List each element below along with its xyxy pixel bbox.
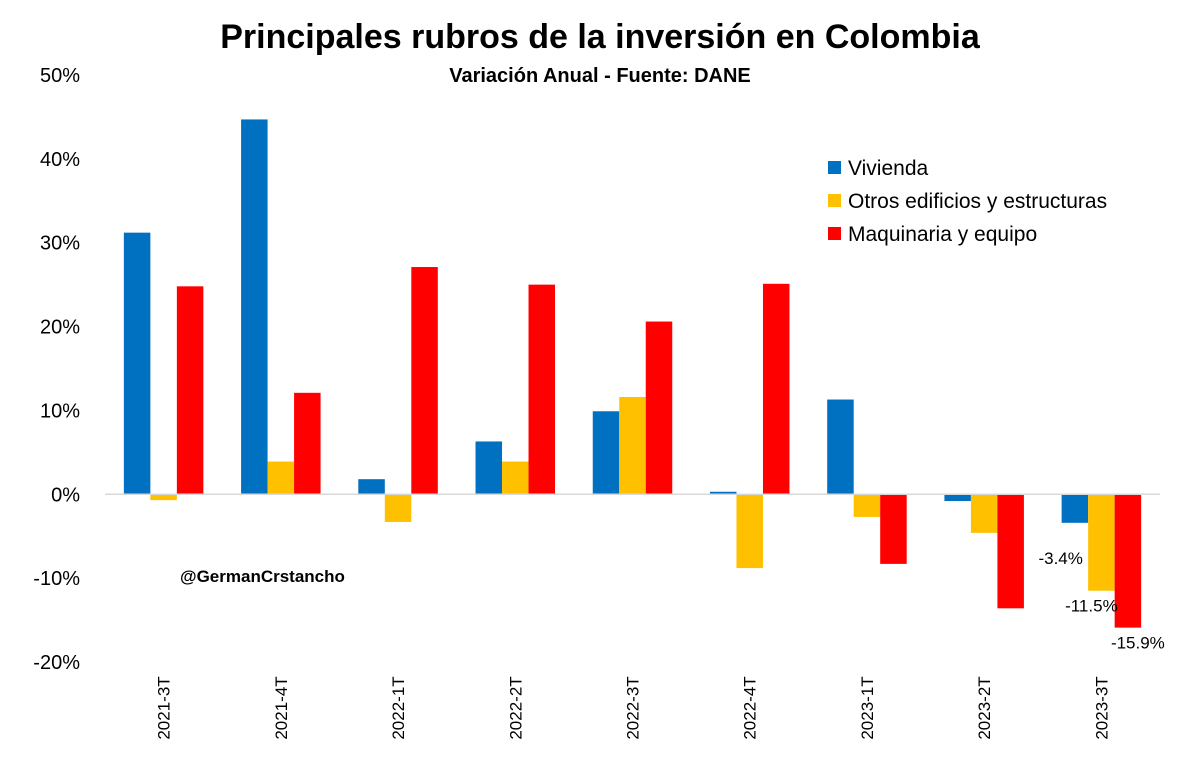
bar-2-2023-3T (1088, 494, 1115, 591)
bar-3-2021-4T (294, 392, 321, 495)
x-axis: 2021-3T 2021-4T 2022-1T 2022-2T 2022-3T 2022-… (155, 676, 1112, 739)
bar-1-2023-3T (1061, 494, 1089, 523)
legend-swatch (828, 161, 841, 174)
y-tick-label: 40% (40, 149, 80, 171)
x-tick-label: 2022-2T (506, 676, 525, 739)
x-tick-label: 2021-3T (155, 676, 174, 739)
y-tick-label: 10% (40, 400, 80, 422)
x-tick-label: 2022-4T (741, 676, 760, 739)
y-tick-label: -10% (33, 568, 80, 590)
bar-2-2023-2T (970, 494, 998, 533)
bar-1-2022-1T (358, 479, 385, 495)
chart-title: Principales rubros de la inversión en Co… (220, 18, 981, 56)
x-tick-label: 2023-1T (858, 676, 877, 739)
bar-3-2022-2T (528, 284, 556, 495)
bar-1-2022-3T (592, 411, 620, 495)
x-tick-label: 2022-3T (624, 676, 643, 739)
legend: Vivienda Otros edificios y estructuras Maq… (828, 157, 1107, 246)
bar-1-2021-3T (123, 232, 151, 495)
watermark-handle: @GermanCrstancho (180, 567, 345, 586)
bars-group (123, 119, 1142, 628)
bar-3-2023-2T (997, 494, 1024, 609)
y-tick-label: 0% (51, 484, 80, 506)
data-labels: -3.4% -11.5% -15.9% (1038, 549, 1164, 653)
y-tick-label: 20% (40, 317, 80, 339)
x-tick-label: 2023-2T (975, 676, 994, 739)
data-label: -15.9% (1111, 634, 1165, 653)
bar-1-2022-2T (475, 441, 503, 495)
legend-swatch (828, 227, 841, 240)
bar-2-2022-1T (384, 494, 412, 522)
bar-2-2021-3T (150, 494, 177, 501)
bar-2-2022-2T (502, 461, 529, 495)
y-tick-label: 30% (40, 233, 80, 255)
data-label: -3.4% (1038, 549, 1082, 568)
legend-label: Vivienda (848, 157, 928, 180)
y-tick-label: -20% (33, 652, 80, 674)
bar-3-2022-4T (762, 283, 790, 495)
bar-2-2022-3T (619, 397, 646, 495)
bar-3-2021-3T (176, 286, 204, 495)
bar-3-2023-3T (1114, 494, 1142, 628)
legend-label: Otros edificios y estructuras (848, 190, 1107, 213)
x-tick-label: 2023-3T (1092, 676, 1111, 739)
bar-1-2023-2T (944, 494, 971, 501)
bar-2-2022-4T (736, 494, 763, 569)
bar-1-2023-1T (827, 399, 854, 495)
legend-label: Maquinaria y equipo (848, 223, 1037, 246)
y-axis: -20% -10% 0% 10% 20% 30% 40% 50% (33, 65, 80, 674)
bar-3-2022-1T (411, 267, 438, 495)
bar-1-2021-4T (241, 119, 268, 495)
chart-subtitle: Variación Anual - Fuente: DANE (449, 65, 751, 87)
x-tick-label: 2022-1T (389, 676, 408, 739)
legend-swatch (828, 194, 841, 207)
bar-3-2022-3T (645, 321, 673, 495)
bar-1-2022-4T (709, 491, 737, 495)
bar-2-2021-4T (267, 461, 295, 495)
bar-3-2023-1T (880, 494, 907, 564)
x-tick-label: 2021-4T (272, 676, 291, 739)
data-label: -11.5% (1065, 597, 1118, 616)
bar-2-2023-1T (853, 494, 881, 517)
y-tick-label: 50% (40, 65, 80, 87)
